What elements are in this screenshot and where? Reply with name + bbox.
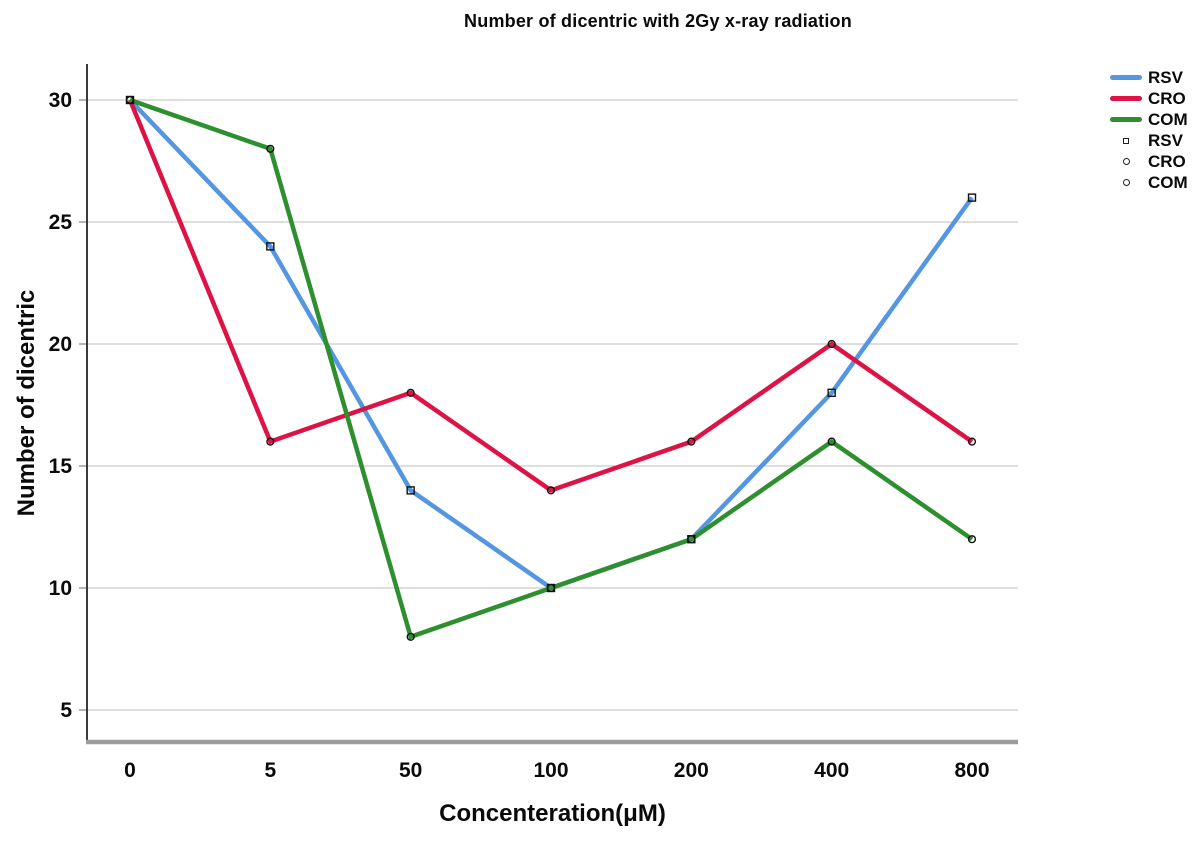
data-marker-cro xyxy=(546,486,556,495)
legend-marker-entry-cro: CRO xyxy=(1110,151,1188,172)
y-tick-label: 20 xyxy=(49,333,72,356)
legend-line-swatch-rsv xyxy=(1110,75,1142,80)
data-marker-rsv xyxy=(546,583,556,593)
data-marker-rsv xyxy=(125,95,135,105)
x-tick-label: 200 xyxy=(674,759,709,782)
data-marker-rsv xyxy=(827,388,836,397)
data-marker-com xyxy=(266,144,275,153)
legend-marker-wrap xyxy=(1110,137,1142,144)
legend-line-entry-cro: CRO xyxy=(1110,88,1188,109)
legend-square-icon xyxy=(1123,137,1129,144)
legend-label: COM xyxy=(1148,172,1188,192)
y-tick-label: 15 xyxy=(49,455,73,478)
legend-line-entry-rsv: RSV xyxy=(1110,67,1188,88)
legend-label: CRO xyxy=(1148,151,1186,171)
legend-line-swatch-cro xyxy=(1110,96,1142,101)
legend-marker-entry-com: COM xyxy=(1110,172,1188,193)
data-marker-rsv xyxy=(687,535,696,544)
legend-line-swatch-com xyxy=(1110,117,1142,122)
data-marker-com xyxy=(827,437,836,446)
x-tick-label: 400 xyxy=(814,759,849,782)
data-marker-rsv xyxy=(967,193,977,202)
legend-circle-icon xyxy=(1122,158,1130,165)
data-marker-cro xyxy=(967,437,977,446)
legend-marker-wrap xyxy=(1110,179,1142,186)
data-marker-cro xyxy=(266,437,275,446)
legend-marker-entry-rsv: RSV xyxy=(1110,130,1188,151)
x-tick-label: 0 xyxy=(124,759,136,782)
legend-label: COM xyxy=(1148,109,1188,129)
series-line-cro xyxy=(127,99,974,493)
x-tick-label: 5 xyxy=(264,759,276,782)
legend-line-entry-com: COM xyxy=(1110,109,1188,130)
y-tick-label: 10 xyxy=(49,577,72,600)
legend-label: RSV xyxy=(1148,67,1183,87)
data-marker-rsv xyxy=(406,486,415,495)
chart-title: Number of dicentric with 2Gy x-ray radia… xyxy=(464,11,852,31)
x-tick-label: 100 xyxy=(533,759,568,782)
data-marker-com xyxy=(967,535,977,544)
series-line-com xyxy=(129,97,974,640)
y-tick-label: 5 xyxy=(60,699,72,722)
y-tick-label: 25 xyxy=(49,211,73,234)
data-marker-cro xyxy=(406,388,415,397)
legend-label: CRO xyxy=(1148,88,1186,108)
legend-circle-icon xyxy=(1122,179,1130,186)
y-tick-label: 30 xyxy=(49,89,72,112)
data-marker-com xyxy=(406,632,415,641)
data-marker-rsv xyxy=(266,242,275,251)
legend-marker-wrap xyxy=(1110,158,1142,165)
x-tick-label: 50 xyxy=(399,759,422,782)
legend: RSV CRO COM RSV CRO COM xyxy=(1110,67,1188,193)
x-axis-title: Concenteration(μM) xyxy=(439,800,666,827)
x-tick-label: 800 xyxy=(954,759,989,782)
data-marker-cro xyxy=(687,437,696,446)
legend-label: RSV xyxy=(1148,130,1183,150)
data-marker-cro xyxy=(827,339,836,349)
